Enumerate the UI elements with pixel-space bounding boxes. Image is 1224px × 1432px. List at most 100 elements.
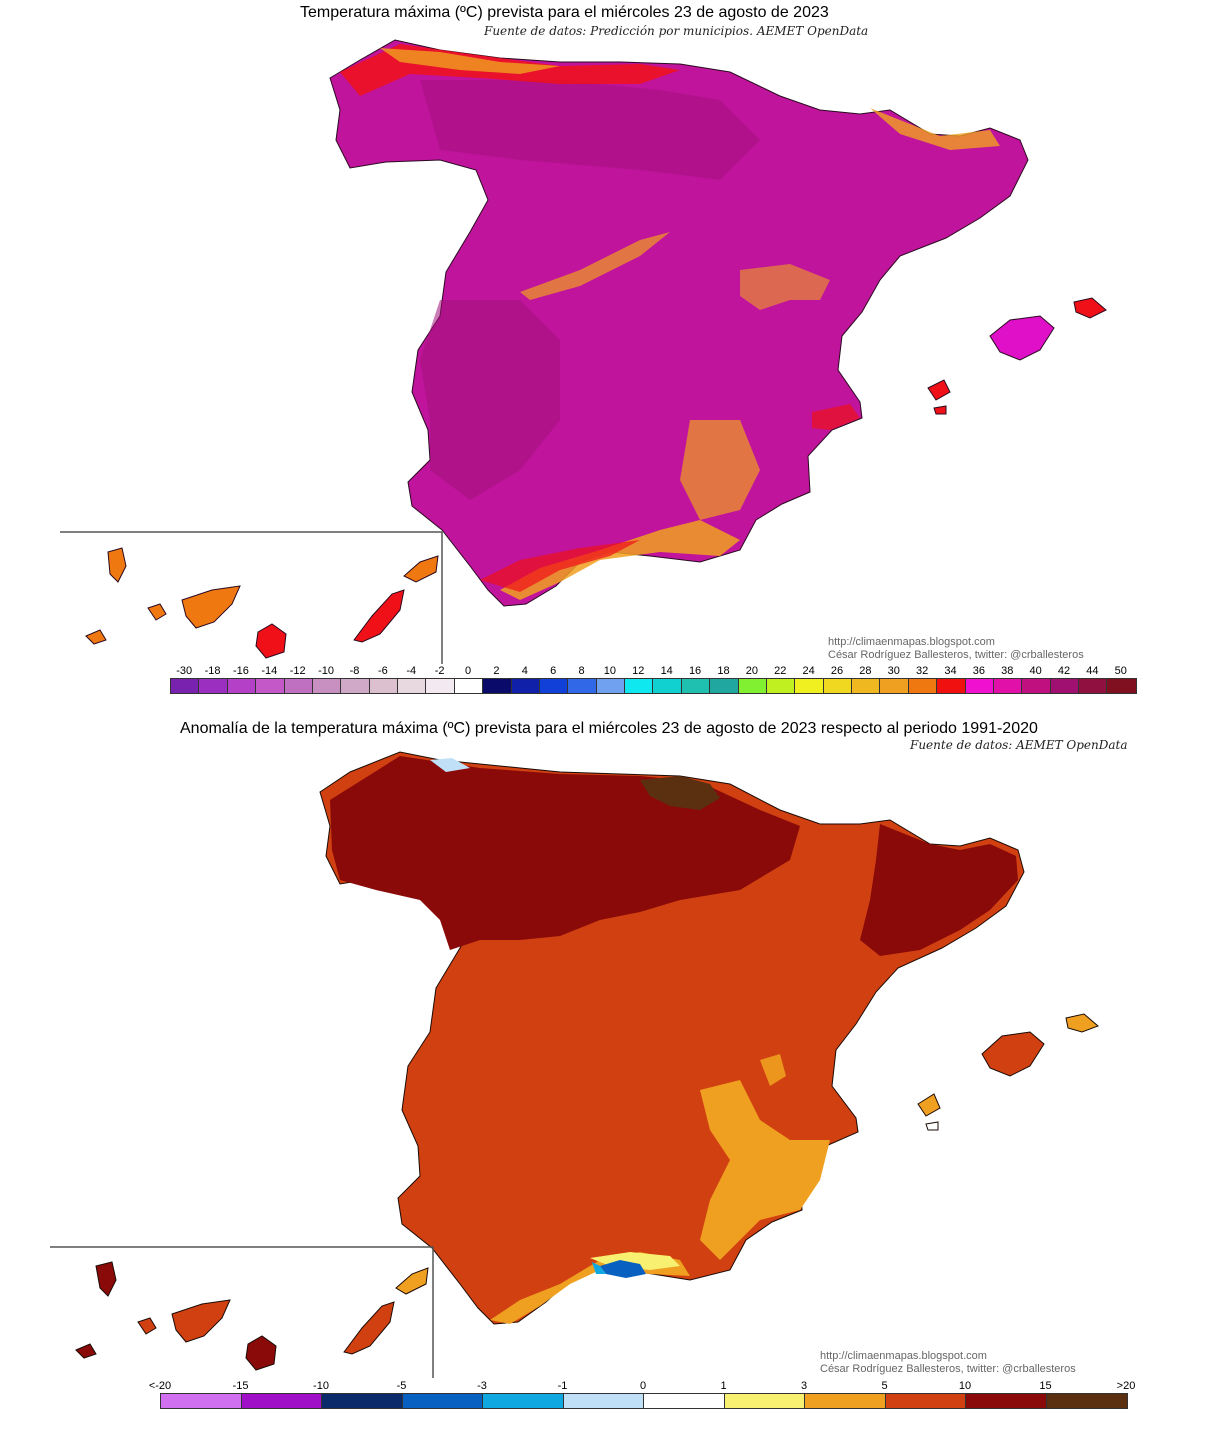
scale-tick-label: 50: [1114, 665, 1127, 677]
scale-swatch: [511, 679, 540, 693]
scale-swatch: [805, 1394, 886, 1408]
map1-central-warm: [520, 232, 670, 300]
map2-credit-url[interactable]: http://climaenmapas.blogspot.com: [820, 1350, 987, 1362]
scale-swatch: [1046, 1394, 1127, 1408]
map1-north-coast-warm: [380, 48, 560, 74]
map2-inset-border: [50, 1246, 434, 1378]
scale-tick-label: -3: [477, 1380, 487, 1392]
scale-swatch: [710, 679, 739, 693]
scale-swatch: [312, 679, 342, 693]
map1-la-gomera: [147, 603, 167, 621]
map1-inset-border: [60, 531, 443, 664]
scale-swatch: [823, 679, 852, 693]
scale-tick-label: <-20: [148, 1380, 172, 1392]
scale-swatch: [398, 679, 427, 693]
map2-tenerife: [171, 1299, 231, 1343]
scale-swatch: [426, 679, 455, 693]
map2-northwest-light: [430, 758, 470, 772]
scale-tick-label: -12: [289, 665, 306, 677]
scale-swatch: [402, 1394, 483, 1408]
scale-swatch: [596, 679, 625, 693]
scale-tick-label: -15: [232, 1380, 249, 1392]
scale-tick-label: 32: [916, 665, 929, 677]
map1-credit-author: César Rodríguez Ballesteros, twitter: @c…: [828, 649, 1084, 661]
map1-el-hierro: [85, 629, 107, 645]
scale-tick-label: -6: [377, 665, 388, 677]
scale-tick-label: 36: [972, 665, 986, 677]
map1-fuerteventura: [353, 589, 405, 643]
map2-cold-spot: [600, 1260, 646, 1278]
scale-tick-label: 15: [1039, 1380, 1052, 1392]
scale-tick-label: 8: [578, 665, 585, 677]
map2-mallorca: [981, 1031, 1045, 1077]
scale-tick-label: -4: [406, 665, 417, 677]
map2-formentera: [925, 1121, 939, 1131]
map2-interior-warm: [760, 1054, 786, 1086]
scale-tick-label: 22: [774, 665, 787, 677]
scale-tick-label: 30: [887, 665, 900, 677]
scale-tick-label: -18: [204, 665, 221, 677]
scale-swatch: [483, 1394, 564, 1408]
scale-swatch: [227, 679, 257, 693]
map2-title: Anomalía de la temperatura máxima (ºC) p…: [180, 720, 1038, 737]
map1-tenerife: [181, 585, 241, 629]
scale-tick-label: -8: [349, 665, 360, 677]
map2-menorca: [1065, 1013, 1099, 1033]
map2-la-palma: [95, 1261, 117, 1297]
map1-south-coast-hot: [480, 540, 640, 592]
map1-credit-url[interactable]: http://climaenmapas.blogspot.com: [828, 636, 995, 648]
map1-source: Fuente de datos: Predicción por municipi…: [484, 24, 869, 38]
scale-tick-label: 42: [1057, 665, 1071, 677]
scale-swatch: [171, 679, 200, 693]
scale-tick-label: 3: [800, 1380, 808, 1392]
scale-swatch: [1050, 679, 1079, 693]
scale-tick-label: 0: [464, 665, 472, 677]
map1-gran-canaria: [255, 623, 287, 659]
scale-swatch: [653, 679, 682, 693]
map2-credit-author: César Rodríguez Ballesteros, twitter: @c…: [820, 1363, 1076, 1375]
map1-credit: http://climaenmapas.blogspot.com César R…: [828, 636, 1084, 662]
scale-swatch: [161, 1394, 242, 1408]
scale-tick-label: 6: [550, 665, 557, 677]
scale-tick-label: 34: [944, 665, 957, 677]
map2-southeast-warm: [700, 1080, 830, 1260]
map1-mallorca: [989, 315, 1055, 361]
map1-ibiza: [927, 379, 951, 401]
scale-swatch: [880, 679, 909, 693]
map1-formentera: [933, 405, 947, 415]
scale-swatch: [199, 679, 228, 693]
map1-east-warm: [680, 420, 760, 520]
scale-swatch: [369, 679, 398, 693]
map1-north-dark: [420, 80, 760, 180]
scale-swatch: [539, 679, 569, 693]
map1-iberico-warm: [740, 264, 830, 310]
scale-swatch: [795, 679, 824, 693]
scale-tick-label: 10: [958, 1380, 972, 1392]
map2-el-hierro: [75, 1343, 97, 1359]
scale-swatch: [908, 679, 938, 693]
scale-swatch: [766, 679, 796, 693]
scale-tick-label: -5: [396, 1380, 407, 1392]
map1-valencia-hot: [812, 404, 860, 430]
map1-lanzarote: [403, 555, 439, 583]
map2-ibiza: [917, 1093, 941, 1117]
map2-cantabria-brown: [640, 776, 720, 810]
map2-gran-canaria: [245, 1335, 277, 1371]
map1-menorca: [1073, 297, 1107, 319]
scale-swatch: [1022, 679, 1051, 693]
scale-swatch: [341, 679, 370, 693]
scale-swatch: [644, 1394, 725, 1408]
scale-swatch: [284, 679, 313, 693]
map2-catalonia-dark: [860, 824, 1018, 956]
scale-tick-label: 44: [1086, 665, 1099, 677]
map1-title: Temperatura máxima (ºC) prevista para el…: [300, 4, 829, 21]
map2-color-scale: [160, 1393, 1128, 1409]
scale-swatch: [625, 679, 654, 693]
scale-tick-label: 40: [1029, 665, 1042, 677]
map2-la-gomera: [137, 1317, 157, 1335]
scale-tick-label: 18: [717, 665, 730, 677]
scale-tick-label: -30: [176, 665, 193, 677]
scale-swatch: [256, 679, 285, 693]
scale-tick-label: >20: [1116, 1380, 1136, 1392]
scale-swatch: [1079, 679, 1108, 693]
